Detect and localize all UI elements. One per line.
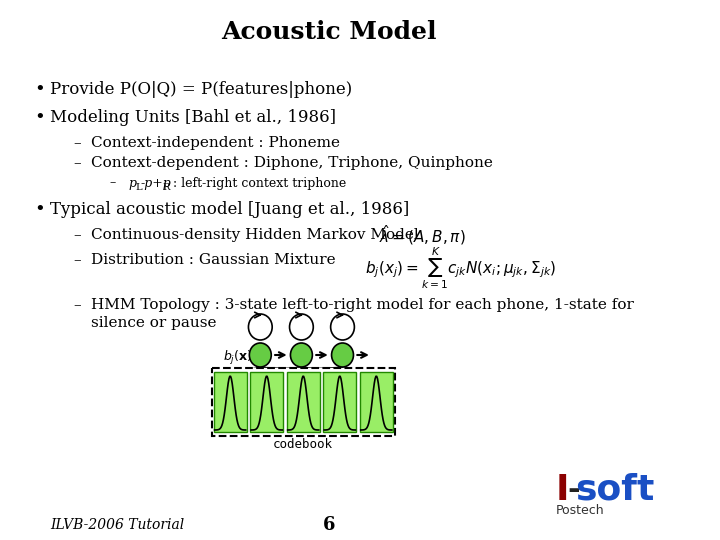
Text: Postech: Postech [555,503,604,516]
Text: $b_j(x_j) = \sum_{k=1}^{K} c_{jk} N(x_i; \mu_{jk}, \Sigma_{jk})$: $b_j(x_j) = \sum_{k=1}^{K} c_{jk} N(x_i;… [365,245,557,291]
Text: Distribution : Gaussian Mixture: Distribution : Gaussian Mixture [91,253,336,267]
Text: ILVB-2006 Tutorial: ILVB-2006 Tutorial [50,518,184,532]
Bar [214,372,247,432]
Text: –: – [109,177,116,190]
Text: •: • [35,109,45,127]
Text: R: R [163,183,170,192]
Text: Context-independent : Phoneme: Context-independent : Phoneme [91,136,341,150]
Text: $\hat{\lambda} = (A, B, \pi)$: $\hat{\lambda} = (A, B, \pi)$ [379,223,466,247]
Text: 6: 6 [323,516,335,534]
Text: -p+p: -p+p [140,177,171,190]
Text: $b_j(\mathbf{x})$: $b_j(\mathbf{x})$ [223,349,252,367]
Text: •: • [35,81,45,99]
FancyBboxPatch shape [212,368,395,436]
Text: L: L [135,183,142,192]
Circle shape [290,343,312,367]
Text: soft: soft [575,473,654,507]
Text: Continuous-density Hidden Markov Model: Continuous-density Hidden Markov Model [91,228,419,242]
Circle shape [249,343,271,367]
Text: codebook: codebook [273,437,333,450]
Text: -: - [567,476,580,504]
Text: Modeling Units [Bahl et al., 1986]: Modeling Units [Bahl et al., 1986] [50,110,336,126]
Text: Context-dependent : Diphone, Triphone, Quinphone: Context-dependent : Diphone, Triphone, Q… [91,156,493,170]
Circle shape [331,343,354,367]
Text: HMM Topology : 3-state left-to-right model for each phone, 1-state for: HMM Topology : 3-state left-to-right mod… [91,298,634,312]
Text: –: – [73,136,81,150]
Text: –: – [73,156,81,170]
Bar [323,372,356,432]
Bar [251,372,283,432]
Text: p: p [129,177,137,190]
Text: •: • [35,201,45,219]
Text: silence or pause: silence or pause [91,316,217,330]
Text: –: – [73,253,81,267]
Text: I: I [555,473,569,507]
Bar [287,372,320,432]
Text: –: – [73,228,81,242]
Text: Typical acoustic model [Juang et al., 1986]: Typical acoustic model [Juang et al., 19… [50,201,410,219]
Bar [360,372,392,432]
Text: : left-right context triphone: : left-right context triphone [169,177,346,190]
Text: Acoustic Model: Acoustic Model [221,20,436,44]
Text: –: – [73,298,81,312]
Text: Provide P(O|Q) = P(features|phone): Provide P(O|Q) = P(features|phone) [50,82,353,98]
